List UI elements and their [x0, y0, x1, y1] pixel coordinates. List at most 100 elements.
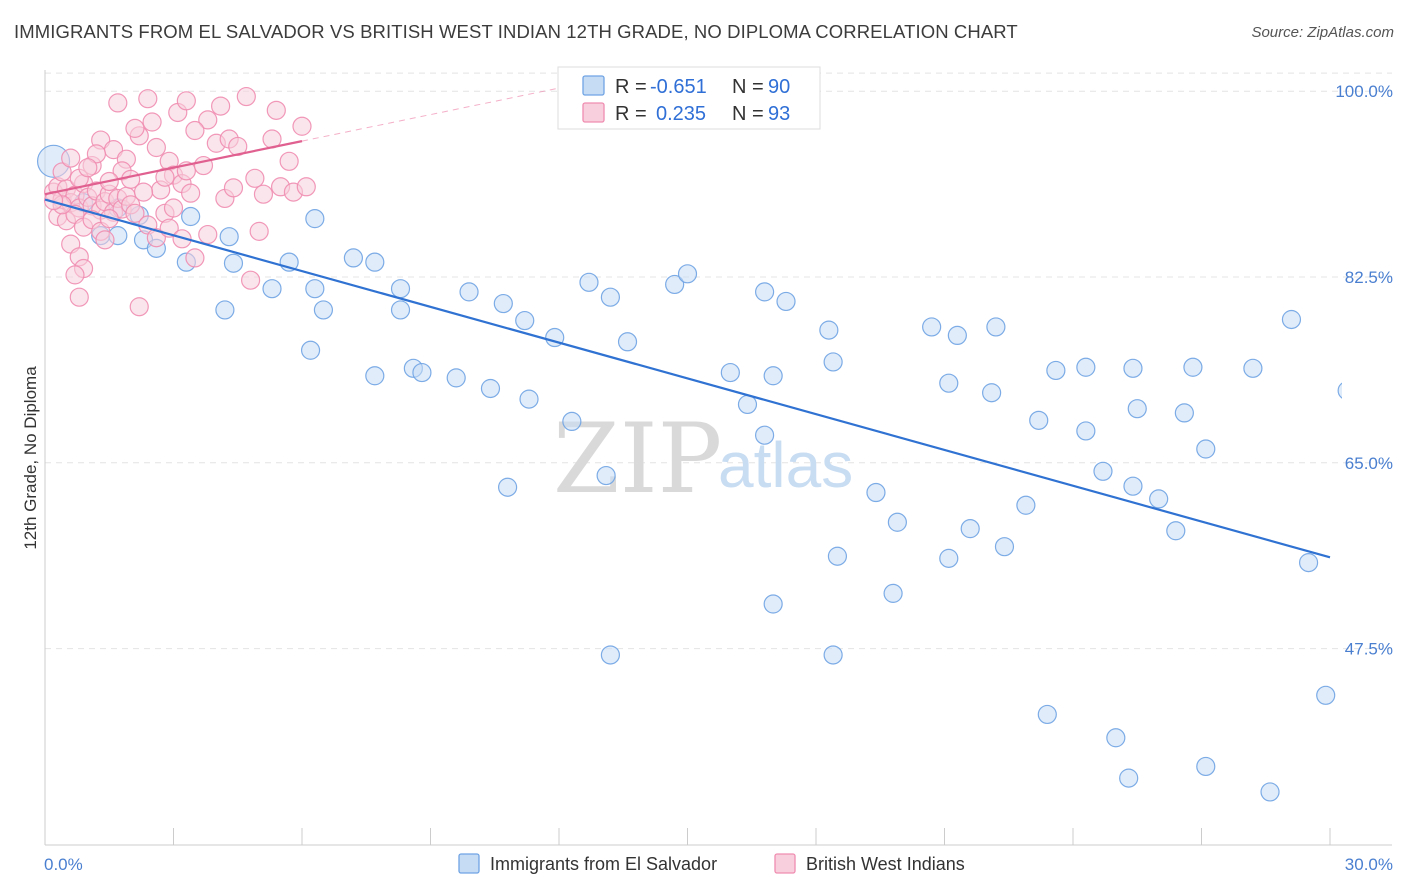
point-british-west-indian	[65, 265, 85, 285]
point-british-west-indian	[95, 230, 115, 250]
point-british-west-indian	[185, 248, 205, 268]
x-tick-label: 0.0%	[44, 855, 83, 874]
ticklabel-layer: 100.0% 82.5% 65.0% 47.5% 0.0% 30.0%	[44, 82, 1393, 874]
point-el-salvador	[365, 366, 385, 386]
point-el-salvador	[617, 332, 638, 352]
chart-source: Source: ZipAtlas.com	[1251, 24, 1394, 41]
trend-extension-british-west-indian	[301, 76, 611, 142]
point-el-salvador	[1316, 685, 1336, 705]
point-el-salvador	[960, 519, 980, 539]
points-layer	[36, 86, 1342, 802]
point-el-salvador	[754, 425, 775, 445]
point-el-salvador	[1106, 728, 1126, 748]
point-el-salvador	[1183, 357, 1203, 377]
point-british-west-indian	[125, 118, 145, 138]
point-el-salvador	[1029, 410, 1049, 430]
point-british-west-indian	[249, 221, 269, 241]
point-british-west-indian	[86, 144, 107, 164]
point-el-salvador	[515, 310, 535, 331]
point-british-west-indian	[245, 168, 265, 188]
point-british-west-indian	[185, 120, 205, 141]
stats-r-value: -0.651	[650, 76, 707, 98]
legend-label-british-west-indians: British West Indians	[806, 854, 965, 874]
point-british-west-indian	[176, 91, 196, 111]
point-british-west-indian	[266, 100, 286, 120]
stats-n-value: 90	[768, 76, 790, 98]
y-tick-label: 65.0%	[1345, 454, 1393, 473]
point-el-salvador	[776, 291, 796, 312]
point-el-salvador	[823, 352, 843, 372]
stats-r-label: R =	[615, 103, 647, 125]
point-british-west-indian	[211, 96, 231, 116]
point-british-west-indian	[146, 228, 166, 248]
point-el-salvador	[262, 279, 282, 299]
x-tick-label: 30.0%	[1345, 855, 1393, 874]
stats-legend-swatch-blue	[582, 75, 605, 96]
point-el-salvador	[600, 287, 621, 307]
legend-swatch-el-salvador	[458, 853, 480, 874]
point-el-salvador	[1123, 358, 1143, 378]
point-el-salvador	[1298, 553, 1319, 573]
point-el-salvador	[519, 389, 539, 409]
point-el-salvador	[1123, 476, 1143, 496]
point-british-west-indian	[146, 137, 166, 158]
point-british-west-indian	[296, 177, 316, 197]
point-british-west-indian	[292, 116, 312, 136]
stats-legend-swatch-pink	[582, 102, 605, 123]
point-el-salvador	[1149, 489, 1169, 509]
point-el-salvador	[1016, 495, 1036, 515]
point-british-west-indian	[279, 151, 299, 171]
point-el-salvador	[883, 583, 903, 603]
point-el-salvador	[763, 366, 783, 386]
point-british-west-indian	[163, 198, 184, 218]
point-el-salvador	[390, 300, 411, 320]
point-british-west-indian	[108, 93, 128, 113]
point-el-salvador	[343, 248, 363, 268]
stats-r-value: 0.235	[656, 103, 706, 125]
trend-layer	[44, 76, 1331, 559]
point-el-salvador	[300, 340, 321, 360]
legend-label-el-salvador: Immigrants from El Salvador	[490, 854, 717, 874]
point-el-salvador	[1127, 399, 1147, 419]
point-el-salvador	[493, 293, 513, 314]
point-british-west-indian	[125, 203, 145, 223]
point-el-salvador	[1166, 521, 1186, 541]
point-el-salvador	[1046, 360, 1066, 381]
point-el-salvador	[677, 264, 698, 284]
stats-r-label: R =	[615, 76, 647, 98]
point-el-salvador	[412, 362, 432, 383]
stats-legend: R = -0.651 N = 90 R = 0.235 N = 93	[557, 66, 821, 130]
point-el-salvador	[305, 209, 325, 229]
point-british-west-indian	[61, 148, 81, 168]
point-el-salvador	[1196, 439, 1216, 459]
point-british-west-indian	[133, 182, 154, 202]
point-el-salvador	[823, 645, 843, 665]
point-el-salvador	[562, 411, 582, 432]
point-el-salvador	[754, 282, 775, 302]
point-el-salvador	[313, 300, 334, 320]
point-el-salvador	[1260, 782, 1280, 802]
point-el-salvador	[986, 317, 1006, 337]
watermark-atlas: atlas	[718, 429, 853, 501]
point-el-salvador	[181, 206, 201, 227]
point-el-salvador	[1076, 357, 1096, 377]
point-british-west-indian	[181, 183, 201, 203]
point-british-west-indian	[155, 167, 175, 187]
point-british-west-indian	[129, 297, 149, 317]
point-british-west-indian	[198, 224, 218, 245]
point-british-west-indian	[69, 287, 89, 307]
point-el-salvador	[1337, 382, 1342, 399]
point-el-salvador	[939, 373, 959, 393]
point-british-west-indian	[142, 112, 162, 132]
watermark: ZIP atlas	[553, 403, 853, 515]
point-british-west-indian	[99, 209, 119, 229]
point-el-salvador	[1037, 704, 1057, 725]
point-british-west-indian	[236, 86, 256, 107]
point-el-salvador	[480, 378, 501, 399]
chart-title: IMMIGRANTS FROM EL SALVADOR VS BRITISH W…	[14, 21, 1018, 42]
point-el-salvador	[1093, 461, 1113, 481]
point-el-salvador	[215, 300, 235, 320]
point-el-salvador	[1174, 403, 1194, 423]
point-el-salvador	[1281, 309, 1302, 330]
point-el-salvador	[446, 368, 466, 388]
